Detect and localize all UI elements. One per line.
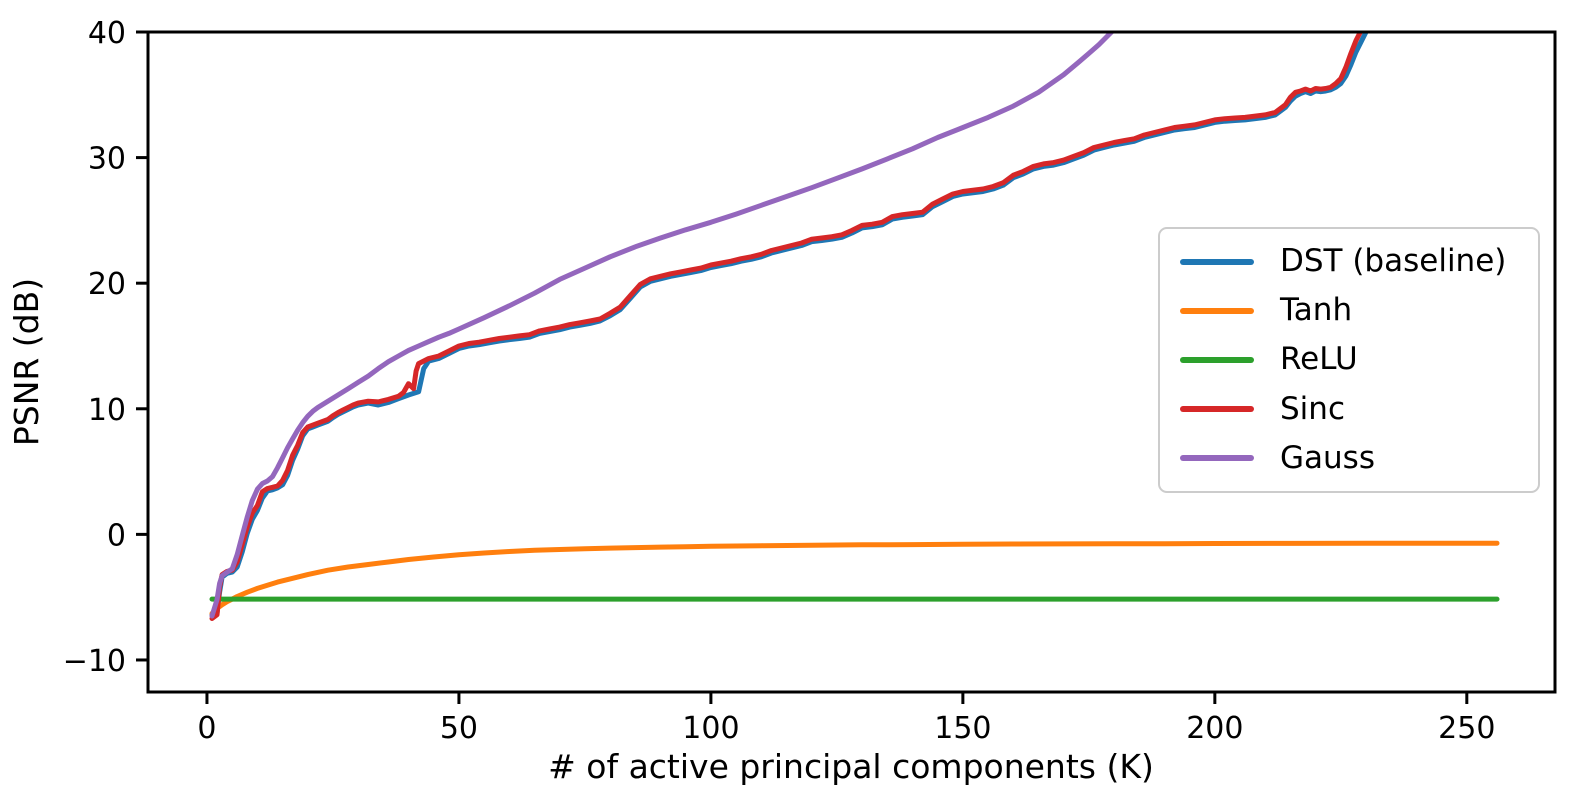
y-axis-label: PSNR (dB) xyxy=(7,278,46,446)
x-tick-label-0: 0 xyxy=(197,711,216,746)
legend-label-gauss: Gauss xyxy=(1280,439,1375,476)
x-tick-label-100: 100 xyxy=(682,711,739,746)
legend-item-sinc: Sinc xyxy=(1180,390,1518,427)
legend-item-tanh: Tanh xyxy=(1180,295,1518,326)
series-line-gauss xyxy=(209,32,1116,619)
y-tick-label-20: 20 xyxy=(88,267,126,302)
legend-line-sample-tanh xyxy=(1180,307,1254,314)
x-axis-label: # of active principal components (K) xyxy=(548,747,1154,786)
series-lines xyxy=(209,32,1500,621)
legend-label-dst: DST (baseline) xyxy=(1280,243,1507,280)
x-tick-label-50: 50 xyxy=(440,711,478,746)
y-tick-label-0: 0 xyxy=(107,518,126,553)
plot-frame xyxy=(146,30,1557,694)
series-line-sinc xyxy=(209,32,1364,621)
legend-label-sinc: Sinc xyxy=(1280,390,1345,427)
legend-item-gauss: Gauss xyxy=(1180,439,1518,476)
x-tick-label-150: 150 xyxy=(934,711,991,746)
x-axis-ticks: 0 50 100 150 200 250 xyxy=(197,692,1495,746)
legend-label-relu: ReLU xyxy=(1280,341,1358,378)
legend-line-sample-sinc xyxy=(1180,406,1254,413)
legend-item-dst-baseline: DST (baseline) xyxy=(1180,246,1518,277)
x-tick-label-250: 250 xyxy=(1438,711,1495,746)
legend-item-relu: ReLU xyxy=(1180,344,1518,375)
x-tick-label-200: 200 xyxy=(1186,711,1243,746)
legend-line-sample-dst xyxy=(1180,258,1254,265)
y-tick-label-40: 40 xyxy=(88,16,126,51)
y-tick-label--10: −10 xyxy=(63,644,126,679)
series-line-tanh xyxy=(209,540,1500,616)
legend-line-sample-relu xyxy=(1180,356,1254,363)
legend: DST (baseline) Tanh ReLU Sinc Gauss xyxy=(1158,227,1540,493)
legend-line-sample-gauss xyxy=(1180,455,1254,462)
legend-label-tanh: Tanh xyxy=(1280,292,1353,329)
y-axis-ticks: −10 0 10 20 30 40 xyxy=(63,16,148,679)
y-tick-label-10: 10 xyxy=(88,393,126,428)
y-tick-label-30: 30 xyxy=(88,142,126,177)
